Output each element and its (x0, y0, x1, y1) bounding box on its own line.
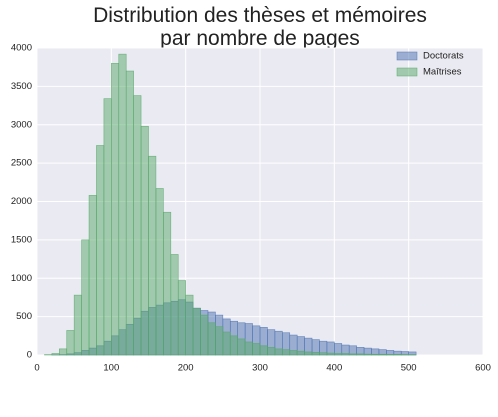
histogram-bar (378, 353, 387, 356)
y-tick-label: 1500 (11, 234, 32, 245)
histogram-bar (229, 335, 238, 356)
histogram-bar (326, 352, 335, 356)
histogram-bar (133, 95, 142, 356)
histogram-bar (155, 188, 164, 356)
histogram-bar (304, 351, 313, 356)
histogram-bar (252, 343, 261, 356)
legend-swatch (396, 51, 418, 61)
histogram-bar (215, 326, 224, 356)
histogram-bar (356, 353, 365, 356)
histogram-bar (66, 330, 75, 356)
histogram-bar (393, 354, 402, 356)
histogram-bar (81, 239, 90, 356)
y-tick-label: 3000 (11, 119, 32, 130)
histogram-bar (58, 348, 68, 356)
x-tick-label: 200 (178, 363, 194, 374)
x-tick-label: 400 (326, 363, 342, 374)
histogram-bar (341, 353, 350, 356)
histogram-bar (140, 125, 149, 356)
legend-label: Maîtrises (423, 67, 462, 78)
histogram-bar (125, 70, 134, 356)
histogram-bar (192, 307, 201, 356)
histogram-bar (185, 294, 194, 356)
y-tick-label: 500 (16, 311, 32, 322)
y-tick-label: 2500 (11, 158, 32, 169)
histogram-bar (103, 98, 112, 356)
y-tick-label: 1000 (11, 273, 32, 284)
histogram-bar (237, 338, 246, 356)
histogram-bar (96, 145, 105, 356)
x-tick-label: 500 (401, 363, 417, 374)
x-tick-label: 600 (475, 363, 491, 374)
histogram-bar (244, 341, 253, 356)
histogram-bar (222, 331, 231, 356)
x-tick-label: 100 (103, 363, 119, 374)
histogram-bar (371, 353, 380, 356)
histogram-bar (207, 322, 216, 356)
x-tick-label: 300 (252, 363, 268, 374)
histogram-bar (281, 349, 291, 356)
legend-label: Doctorats (423, 51, 464, 62)
x-tick-label: 0 (34, 363, 39, 374)
histogram-bar (177, 280, 186, 356)
y-tick-label: 0 (27, 350, 32, 361)
histogram-bar (311, 352, 320, 356)
histogram-bar (296, 350, 305, 356)
histogram-bar (200, 314, 209, 356)
histogram-bar (334, 353, 343, 356)
histogram-bar (386, 354, 395, 356)
y-tick-label: 2000 (11, 196, 32, 207)
chart-title: Distribution des thèses et mémoires par … (93, 4, 427, 50)
histogram-bar (73, 294, 82, 356)
histogram-bar (289, 350, 298, 356)
histogram-bar (111, 63, 120, 356)
histogram-bar (51, 353, 60, 356)
y-tick-label: 4000 (11, 43, 32, 54)
histogram-bar (274, 348, 283, 356)
histogram-bar (88, 195, 97, 356)
y-tick-label: 3500 (11, 81, 32, 92)
histogram-bar (148, 155, 157, 356)
histogram-bar (348, 353, 357, 356)
histogram-bar (170, 254, 179, 356)
histogram-bar (319, 352, 328, 356)
histogram-bar (118, 53, 127, 356)
histogram-bar (267, 347, 276, 356)
legend-swatch (396, 67, 418, 77)
histogram-bar (163, 211, 172, 356)
histogram-bar (259, 345, 268, 356)
histogram-bar (363, 353, 372, 356)
